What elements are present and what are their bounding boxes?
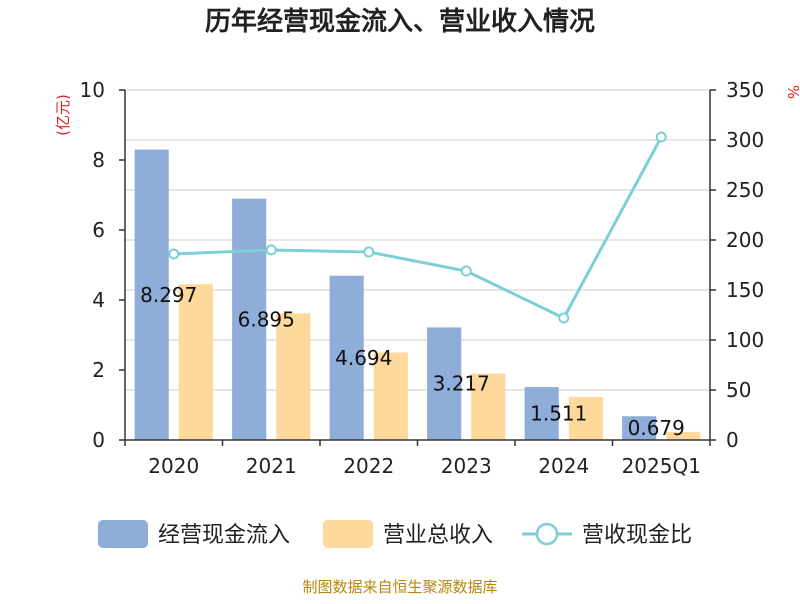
y-left-tick-label: 6	[92, 218, 105, 242]
legend-label-ratio: 营收现金比	[582, 523, 692, 548]
legend-marker-ratio	[535, 522, 559, 546]
source-note: 制图数据来自恒生聚源数据库	[302, 578, 497, 596]
bar-revenue	[373, 352, 408, 440]
x-tick-label: 2020	[148, 454, 199, 478]
legend-label-revenue: 营业总收入	[383, 523, 493, 548]
legend-swatch-revenue	[323, 520, 373, 548]
x-tick-label: 2022	[343, 454, 394, 478]
y-right-tick-label: 350	[726, 78, 764, 102]
data-label-cash-inflow: 0.679	[628, 416, 685, 440]
y-right-tick-label: 150	[726, 278, 764, 302]
legend-label-cash-inflow: 经营现金流入	[158, 523, 290, 548]
bar-revenue	[178, 284, 213, 440]
data-label-cash-inflow: 8.297	[140, 283, 197, 307]
data-label-cash-inflow: 1.511	[530, 402, 587, 426]
y-right-tick-label: 100	[726, 328, 764, 352]
legend: 经营现金流入 营业总收入 营收现金比	[98, 520, 692, 548]
legend-swatch-cash-inflow	[98, 520, 148, 548]
bar-revenue	[568, 396, 603, 440]
bar-cash-inflow	[134, 149, 169, 441]
bar-cash-inflow	[329, 275, 364, 440]
y-right-tick-label: 300	[726, 128, 764, 152]
y-axis-right-label: %	[784, 85, 800, 99]
y-left-tick-label: 4	[92, 288, 105, 312]
y-axis-left-label: (亿元)	[54, 94, 72, 136]
y-left-tick-label: 8	[92, 148, 105, 172]
y-right-tick-label: 0	[726, 428, 739, 452]
ratio-point	[558, 312, 570, 324]
x-tick-label: 2021	[246, 454, 297, 478]
bar-cash-inflow	[427, 327, 462, 440]
bar-revenue	[666, 431, 701, 440]
y-left-tick-label: 0	[92, 428, 105, 452]
bar-cash-inflow	[622, 416, 657, 440]
y-left-tick-label: 10	[80, 78, 105, 102]
ratio-line	[168, 131, 667, 324]
ratio-point	[460, 265, 472, 277]
ratio-point	[655, 131, 667, 143]
y-right-tick-label: 50	[726, 378, 751, 402]
data-label-cash-inflow: 4.694	[335, 346, 392, 370]
x-tick-label: 2024	[538, 454, 589, 478]
data-label-cash-inflow: 6.895	[238, 307, 295, 331]
bars: 8.297 6.895 4.694 3.217 1.511 0.679	[134, 149, 701, 441]
ratio-point	[168, 248, 180, 260]
ratio-line-path	[173, 136, 663, 320]
x-tick-label: 2023	[441, 454, 492, 478]
y-left-tick-label: 2	[92, 358, 105, 382]
bar-revenue	[471, 373, 506, 440]
data-label-cash-inflow: 3.217	[433, 372, 490, 396]
bar-cash-inflow	[232, 198, 267, 440]
x-tick-label: 2025Q1	[622, 454, 701, 478]
bar-revenue	[276, 313, 311, 440]
grid-lines	[125, 89, 710, 441]
bar-cash-inflow	[524, 387, 559, 440]
y-right-tick-label: 250	[726, 178, 764, 202]
y-right-tick-label: 200	[726, 228, 764, 252]
chart-title: 历年经营现金流入、营业收入情况	[205, 6, 595, 37]
ratio-point	[265, 244, 277, 256]
ratio-point	[363, 246, 375, 258]
